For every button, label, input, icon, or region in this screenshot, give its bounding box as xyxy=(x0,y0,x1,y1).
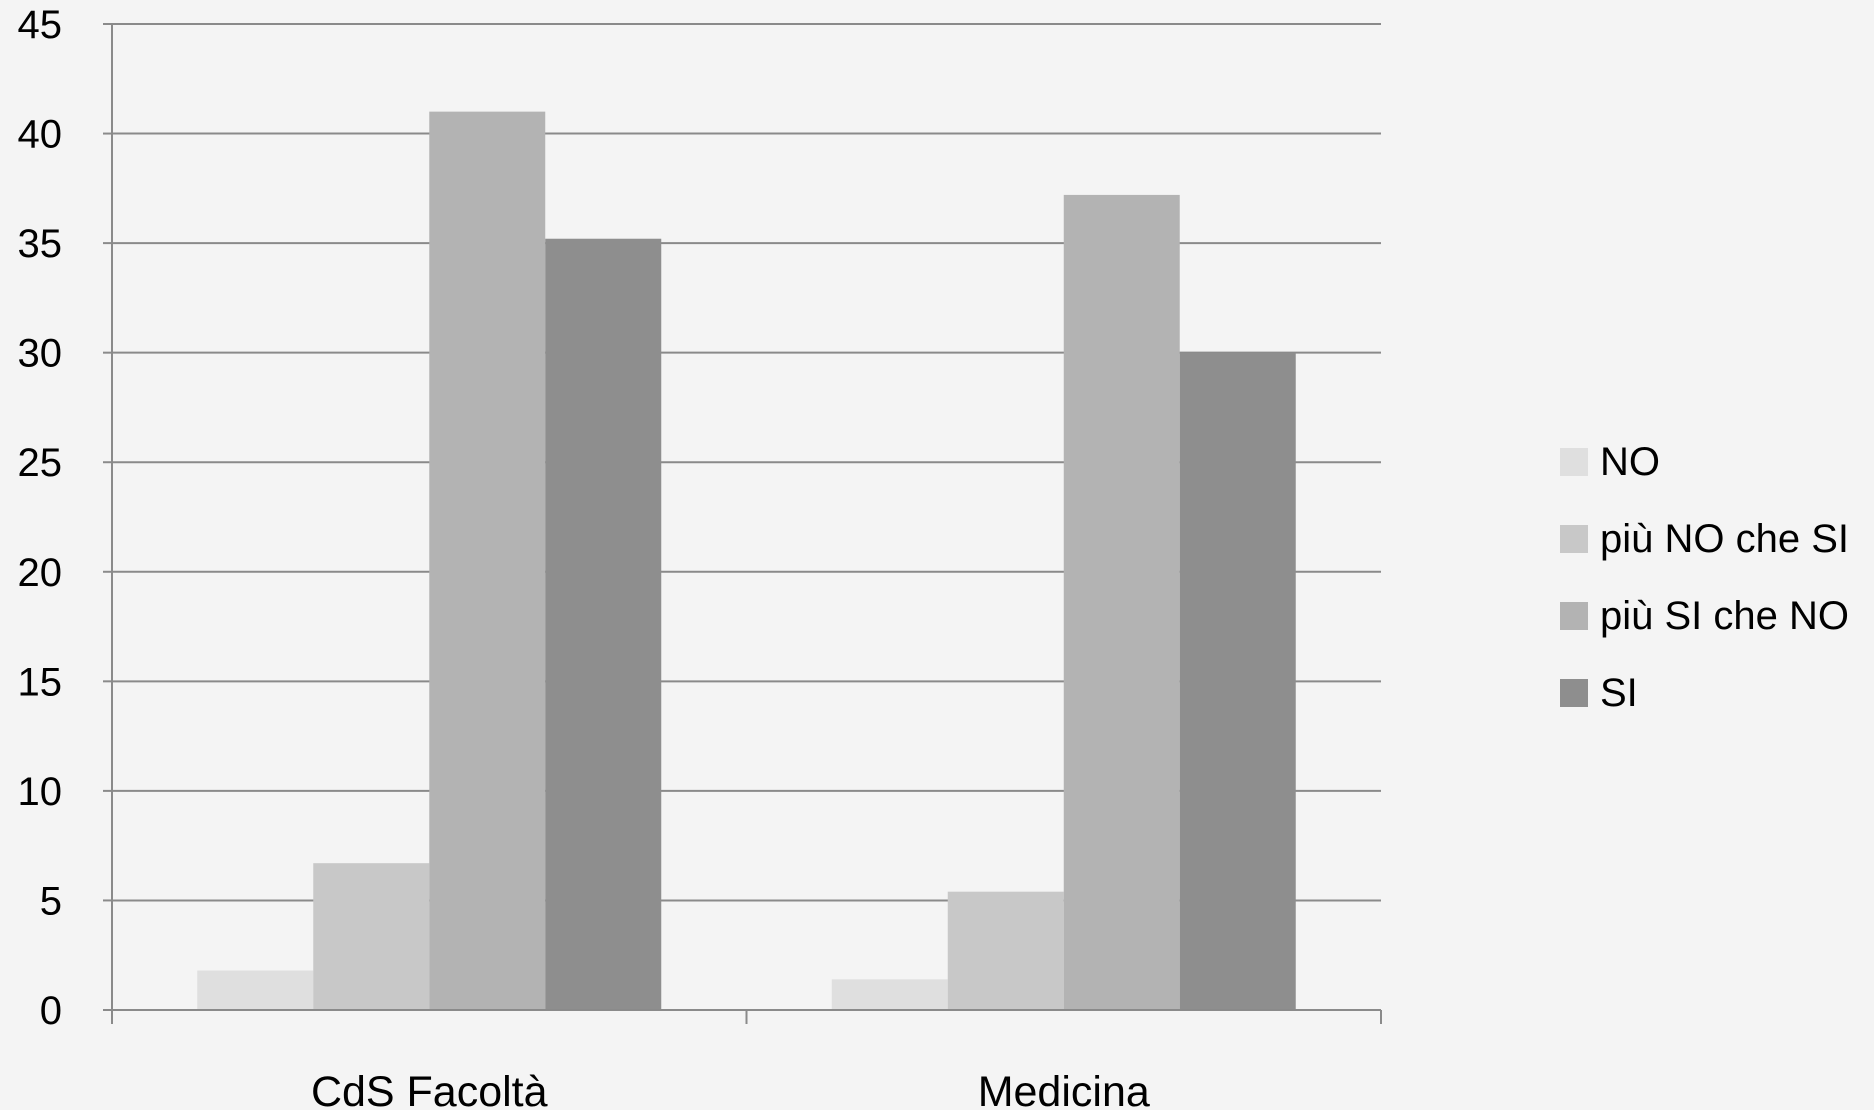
legend-swatch xyxy=(1560,448,1588,476)
y-tick-labels: 0 5 10 15 20 25 30 35 40 45 xyxy=(18,3,63,1033)
y-tick-label: 10 xyxy=(18,770,63,814)
legend-swatch xyxy=(1560,602,1588,630)
y-tick-label: 15 xyxy=(18,660,63,704)
bar-no-1 xyxy=(831,979,948,1010)
y-tick-label: 30 xyxy=(18,332,63,376)
y-tick-label: 0 xyxy=(40,989,62,1033)
y-tick-label: 45 xyxy=(18,3,63,47)
legend-swatch xyxy=(1560,525,1588,553)
legend-label: più NO che SI xyxy=(1600,517,1849,561)
bar-si-0 xyxy=(545,238,662,1010)
y-tick-label: 20 xyxy=(18,551,63,595)
bar-no-0 xyxy=(197,970,314,1010)
bars xyxy=(197,111,1296,1011)
bar-pi-si-che-no-1 xyxy=(1063,194,1180,1010)
x-category-label: CdS Facoltà xyxy=(311,1068,548,1110)
bar-pi-si-che-no-0 xyxy=(429,111,546,1010)
legend-swatch xyxy=(1560,679,1588,707)
axes xyxy=(103,23,1382,1024)
x-category-labels: CdS Facoltà Medicina xyxy=(311,1068,1150,1110)
legend-label: SI xyxy=(1600,671,1638,715)
y-tick-label: 35 xyxy=(18,222,63,266)
legend-label: più SI che NO xyxy=(1600,594,1849,638)
bar-si-1 xyxy=(1179,352,1296,1011)
y-tick-label: 5 xyxy=(40,879,62,923)
bar-pi-no-che-si-0 xyxy=(313,863,430,1010)
legend: NO più NO che SI più SI che NO SI xyxy=(1560,440,1849,715)
y-tick-label: 25 xyxy=(18,441,63,485)
x-category-label: Medicina xyxy=(978,1068,1150,1110)
y-tick-label: 40 xyxy=(18,113,63,157)
bar-pi-no-che-si-1 xyxy=(947,891,1064,1010)
legend-label: NO xyxy=(1600,440,1660,484)
